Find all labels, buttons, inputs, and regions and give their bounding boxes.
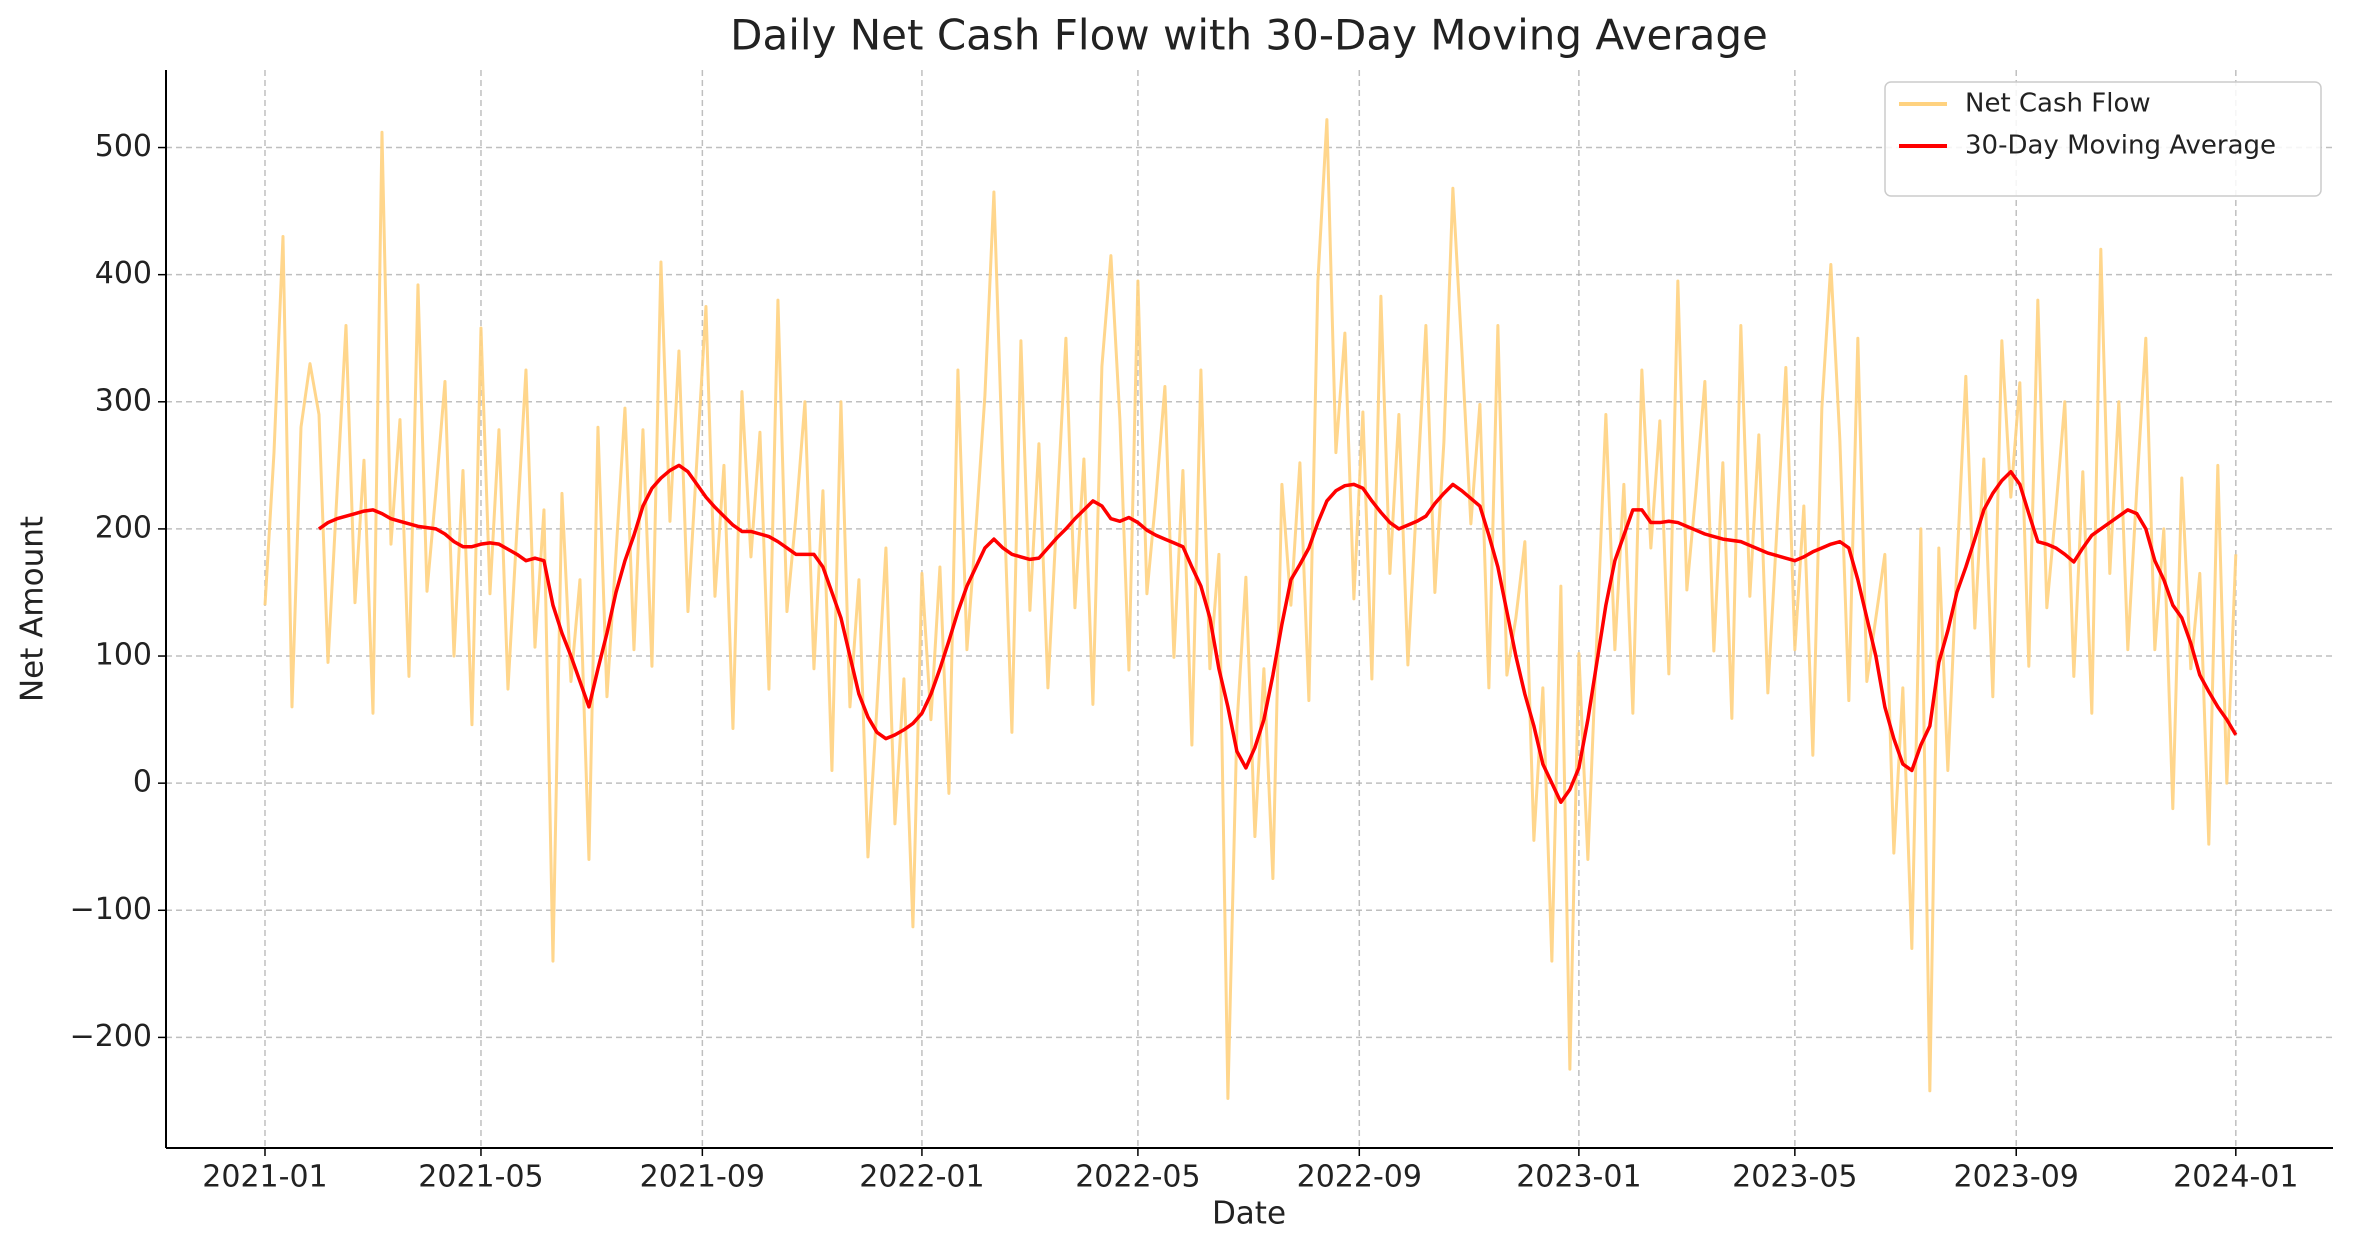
series-line — [317, 463, 2238, 804]
y-tick-label: 0 — [133, 765, 152, 800]
x-tick-label: 2023-09 — [1954, 1160, 2079, 1195]
legend: Net Cash Flow 30-Day Moving Average — [1884, 81, 2322, 197]
y-tick-label: 100 — [95, 638, 152, 673]
legend-label: 30-Day Moving Average — [1965, 131, 2276, 161]
y-tick-label: 200 — [95, 510, 152, 545]
y-tick-label: 300 — [95, 383, 152, 418]
x-tick-label: 2021-05 — [418, 1160, 543, 1195]
y-tick-label: 500 — [95, 129, 152, 164]
x-tick-label: 2023-05 — [1732, 1160, 1857, 1195]
legend-label: Net Cash Flow — [1965, 89, 2151, 119]
y-tick-label: 400 — [95, 256, 152, 291]
series-line — [263, 118, 2238, 1100]
x-tick-label: 2021-09 — [640, 1160, 765, 1195]
x-axis-label: Date — [1212, 1196, 1286, 1232]
x-tick-label: 2023-01 — [1516, 1160, 1641, 1195]
y-tick-label: −100 — [70, 892, 152, 927]
x-tick-label: 2022-09 — [1297, 1160, 1422, 1195]
x-tick-label: 2024-01 — [2173, 1160, 2298, 1195]
y-tick-label: −200 — [70, 1019, 152, 1054]
x-tick-label: 2021-01 — [202, 1160, 327, 1195]
legend-box — [1884, 81, 2322, 197]
y-axis-label: Net Amount — [15, 516, 51, 702]
x-tick-label: 2022-05 — [1075, 1160, 1200, 1195]
chart-title: Daily Net Cash Flow with 30-Day Moving A… — [730, 11, 1768, 60]
x-tick-label: 2022-01 — [859, 1160, 984, 1195]
